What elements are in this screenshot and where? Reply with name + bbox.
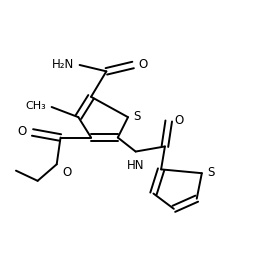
Text: O: O — [18, 126, 27, 139]
Text: O: O — [174, 114, 184, 127]
Text: O: O — [139, 58, 148, 71]
Text: O: O — [62, 166, 72, 178]
Text: HN: HN — [127, 159, 144, 172]
Text: CH₃: CH₃ — [25, 101, 46, 111]
Text: S: S — [207, 166, 215, 179]
Text: S: S — [134, 110, 141, 123]
Text: H₂N: H₂N — [52, 58, 74, 71]
